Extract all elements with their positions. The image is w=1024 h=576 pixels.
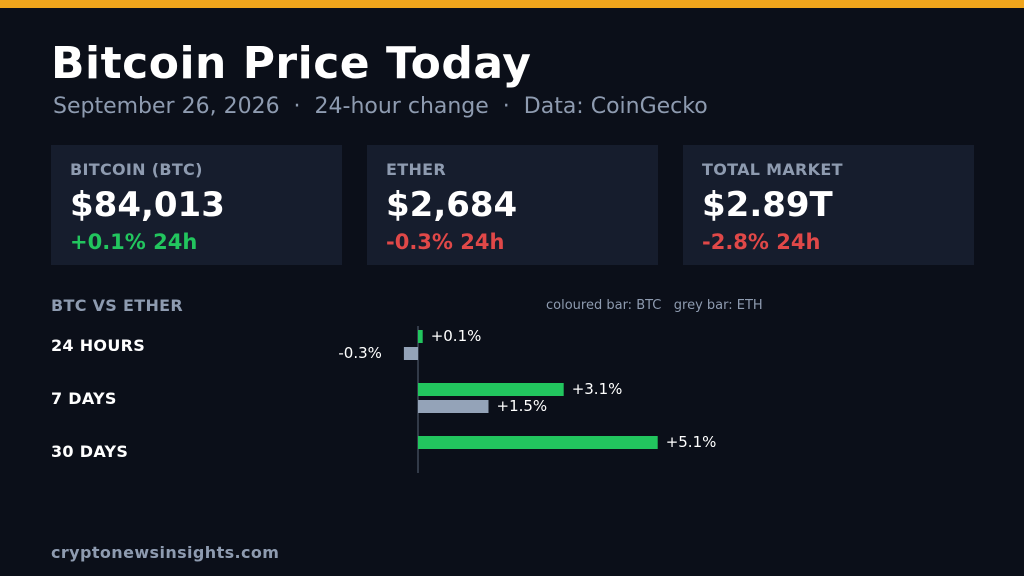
stat-card-value: $84,013	[70, 185, 225, 225]
stat-card-label: ETHER	[386, 160, 446, 179]
stat-card-bitcoin: BITCOIN (BTC) $84,013 +0.1% 24h	[51, 145, 342, 265]
bar-label-btc-2: +5.1%	[666, 433, 717, 451]
stat-card-label: TOTAL MARKET	[702, 160, 843, 179]
bar-label-eth-0: -0.3%	[338, 344, 382, 362]
accent-top-bar	[0, 0, 1024, 8]
stat-card-label: BITCOIN (BTC)	[70, 160, 203, 179]
footer-site: cryptonewsinsights.com	[51, 543, 280, 562]
page-title: Bitcoin Price Today	[51, 38, 532, 89]
stat-card-total-market: TOTAL MARKET $2.89T -2.8% 24h	[683, 145, 974, 265]
bar-btc-1	[418, 383, 564, 396]
stat-card-change: -2.8% 24h	[702, 230, 821, 254]
stat-card-change: +0.1% 24h	[70, 230, 198, 254]
bar-label-eth-1: +1.5%	[497, 397, 548, 415]
stat-card-value: $2,684	[386, 185, 518, 225]
bar-eth-0	[403, 347, 418, 360]
bar-btc-2	[418, 436, 658, 449]
chart-legend: coloured bar: BTC grey bar: ETH	[546, 298, 763, 313]
bar-label-btc-0: +0.1%	[431, 327, 482, 345]
bar-btc-0	[418, 330, 423, 343]
stat-card-change: -0.3% 24h	[386, 230, 505, 254]
stat-card-value: $2.89T	[702, 185, 833, 225]
bar-eth-1	[418, 400, 489, 413]
stat-card-ether: ETHER $2,684 -0.3% 24h	[367, 145, 658, 265]
chart-title: BTC VS ETHER	[51, 296, 183, 315]
bar-label-btc-1: +3.1%	[572, 380, 623, 398]
row-label-30-days: 30 DAYS	[51, 442, 129, 461]
page-subtitle: September 26, 2026 · 24-hour change · Da…	[53, 94, 708, 119]
row-label-24-hours: 24 HOURS	[51, 336, 146, 355]
row-label-7-days: 7 DAYS	[51, 389, 117, 408]
